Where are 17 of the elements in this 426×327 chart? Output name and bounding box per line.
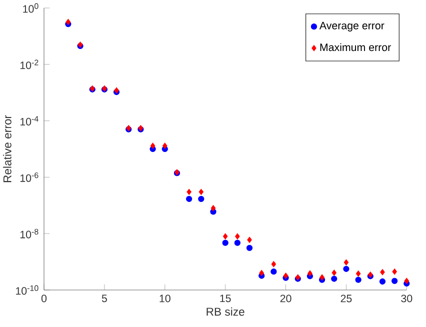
x-tick-label: 10 (160, 294, 170, 302)
x-tick-label: 25 (340, 294, 352, 302)
y-tick-label: 10$^{-6}$ (20, 172, 38, 182)
x-tick-label: 30 (401, 294, 412, 302)
legend-label: Maximum error (320, 43, 391, 52)
x-tick-label: 20 (280, 294, 292, 302)
x-tick-label: 0 (41, 294, 47, 302)
legend-label: Average error (319, 22, 384, 32)
x-axis-title: RB size (206, 307, 244, 316)
y-tick-label: 10$^{-10}$ (16, 285, 38, 295)
y-tick-label: 10$^{-2}$ (20, 60, 38, 70)
y-tick-label: 10$^{-8}$ (20, 228, 38, 238)
y-axis-title: Relative error (3, 115, 12, 182)
y-tick-label: 10$^{-4}$ (20, 116, 38, 126)
x-tick-label: 15 (220, 294, 231, 302)
x-tick-label: 5 (102, 294, 107, 302)
y-tick-label: 10$^{0}$ (23, 3, 38, 13)
